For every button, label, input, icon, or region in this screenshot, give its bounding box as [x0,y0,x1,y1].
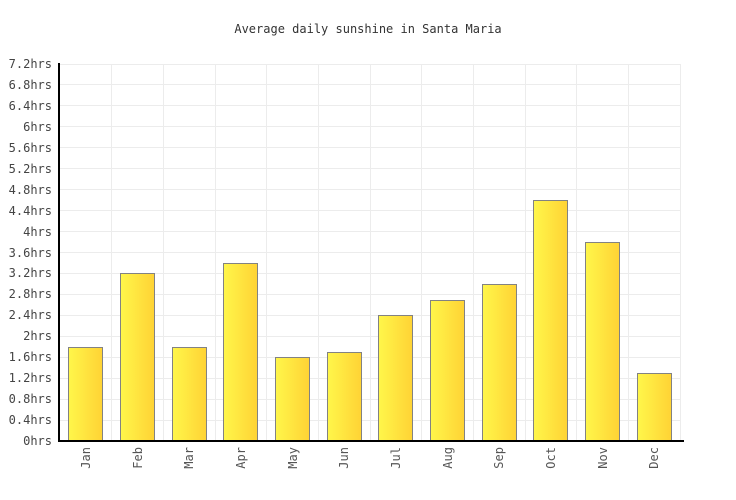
x-tick-label-may: May [285,447,300,469]
y-tick-label: 0.4hrs [8,413,52,428]
bar-dec [636,372,672,441]
bar-jan [68,346,104,441]
x-tick-label-apr: Apr [233,447,248,469]
v-gridline [369,64,371,441]
y-tick-label: 1.2hrs [8,371,52,386]
bar-sep [481,283,517,441]
bar-jun [326,351,362,441]
y-axis-line [58,63,60,442]
x-tick-label-feb: Feb [130,447,145,469]
v-gridline [627,64,629,441]
y-tick-label: 3.2hrs [8,266,52,281]
y-tick-label: 4.4hrs [8,203,52,218]
bar-aug [430,299,465,441]
v-gridline [317,64,319,441]
bar-may [275,357,310,441]
v-gridline [162,64,164,441]
bar-oct [533,200,569,441]
bar-jul [378,315,414,441]
y-tick-label: 5.2hrs [8,161,52,176]
bar-mar [171,346,207,441]
y-tick-label: 6.8hrs [8,77,52,92]
y-tick-label: 0hrs [23,434,52,448]
y-tick-label: 6.4hrs [8,98,52,113]
bar-apr [223,262,259,441]
y-tick-label: 6hrs [23,119,52,134]
x-tick-label-jan: Jan [78,447,93,469]
y-tick-label: 4hrs [23,224,52,239]
v-gridline [266,64,268,441]
plot-area [60,63,681,441]
y-tick-label: 7.2hrs [8,57,52,71]
bar-feb [120,273,155,441]
v-gridline [214,64,216,441]
bar-nov [585,242,620,441]
v-gridline [421,64,423,441]
y-tick-label: 2.4hrs [8,308,52,323]
x-tick-label-aug: Aug [440,447,455,469]
x-tick-label-jul: Jul [388,447,403,469]
y-tick-label: 4.8hrs [8,182,52,197]
v-gridline [472,64,474,441]
chart-title: Average daily sunshine in Santa Maria [234,22,502,36]
x-tick-label-jun: Jun [337,447,352,469]
v-gridline [524,64,526,441]
y-tick-label: 2hrs [23,329,52,344]
x-tick-label-nov: Nov [595,447,610,469]
v-gridline [111,64,113,441]
y-tick-label: 2.8hrs [8,287,52,302]
y-tick-label: 0.8hrs [8,392,52,407]
y-tick-label: 3.6hrs [8,245,52,260]
x-tick-label-sep: Sep [492,447,507,469]
x-axis-line [58,440,684,442]
v-gridline [679,64,681,441]
y-tick-label: 1.6hrs [8,350,52,365]
x-tick-label-mar: Mar [182,447,197,469]
x-tick-label-dec: Dec [647,447,662,469]
y-tick-label: 5.6hrs [8,140,52,155]
v-gridline [576,64,578,441]
x-tick-label-oct: Oct [543,447,558,469]
